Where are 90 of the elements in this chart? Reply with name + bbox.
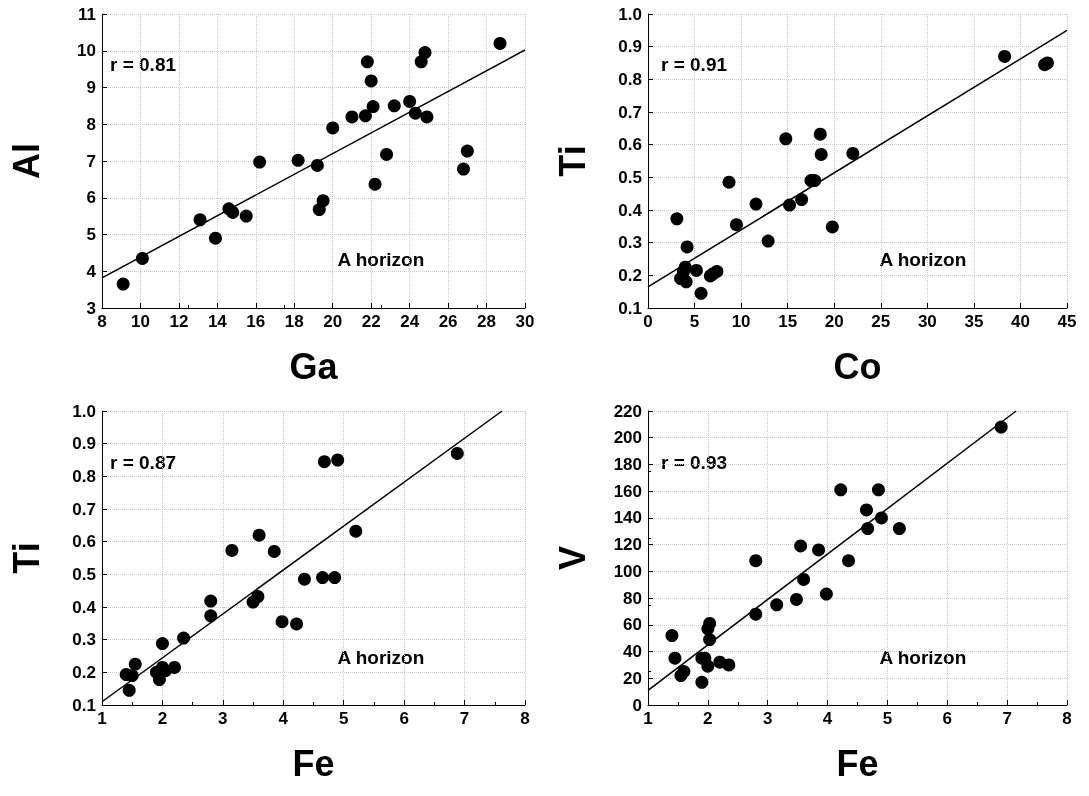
y-tick-label: 1.0 bbox=[618, 4, 642, 24]
y-tick-label: 0.5 bbox=[72, 564, 96, 584]
y-tick-label: 6 bbox=[86, 188, 96, 208]
y-tick-label: 220 bbox=[613, 401, 642, 421]
y-tick-label: 7 bbox=[86, 151, 96, 171]
x-tick-label: 25 bbox=[871, 312, 891, 331]
y-tick-label: 0 bbox=[632, 695, 642, 715]
y-axis-title: V bbox=[551, 545, 593, 571]
x-tick-label: 7 bbox=[459, 709, 470, 728]
y-tick-label: 0.8 bbox=[72, 466, 96, 486]
x-tick-label: 15 bbox=[778, 312, 798, 331]
x-tick-label: 26 bbox=[438, 312, 458, 331]
x-tick-label: 35 bbox=[964, 312, 984, 331]
y-axis-title: Al bbox=[5, 143, 47, 179]
y-tick-label: 0.7 bbox=[72, 499, 96, 519]
x-tick-label: 3 bbox=[762, 709, 773, 728]
y-tick-label: 0.3 bbox=[618, 233, 642, 253]
x-tick-label: 7 bbox=[1002, 709, 1012, 728]
y-tick-label: 1.0 bbox=[72, 401, 96, 421]
annotation: r = 0.91 bbox=[661, 54, 728, 75]
x-tick-label: 20 bbox=[824, 312, 844, 331]
x-tick-label: 5 bbox=[338, 709, 349, 728]
y-tick-label: 0.4 bbox=[618, 200, 643, 220]
y-tick-label: 0.9 bbox=[72, 434, 96, 454]
x-tick-label: 45 bbox=[1057, 312, 1077, 331]
x-tick-label: 2 bbox=[157, 709, 168, 728]
x-tick-label: 40 bbox=[1010, 312, 1030, 331]
y-tick-label: 140 bbox=[613, 508, 642, 528]
y-tick-label: 3 bbox=[86, 298, 96, 318]
y-tick-label: 0.5 bbox=[618, 167, 642, 187]
annotation: A horizon bbox=[879, 249, 967, 270]
y-tick-label: 0.1 bbox=[72, 695, 96, 715]
x-tick-label: 24 bbox=[400, 312, 420, 331]
y-tick-label: 0.2 bbox=[72, 662, 96, 682]
x-tick-label: 5 bbox=[689, 312, 700, 331]
x-axis-title: Fe bbox=[292, 742, 335, 784]
x-tick-label: 30 bbox=[917, 312, 937, 331]
x-tick-label: 6 bbox=[399, 709, 409, 728]
x-tick-label: 18 bbox=[284, 312, 304, 331]
y-tick-label: 0.6 bbox=[618, 135, 642, 155]
x-tick-label: 2 bbox=[703, 709, 713, 728]
y-tick-label: 0.8 bbox=[618, 69, 642, 89]
annotation: r = 0.81 bbox=[110, 54, 177, 75]
y-tick-label: 10 bbox=[77, 41, 96, 61]
x-tick-label: 8 bbox=[1062, 709, 1072, 728]
y-tick-label: 160 bbox=[613, 481, 642, 501]
y-tick-label: 11 bbox=[78, 4, 96, 24]
y-tick-label: 20 bbox=[623, 668, 642, 688]
y-axis-title: Ti bbox=[551, 145, 593, 177]
y-tick-label: 40 bbox=[623, 642, 642, 662]
annotation: r = 0.87 bbox=[110, 452, 177, 473]
y-tick-label: 0.9 bbox=[618, 37, 642, 57]
y-tick-label: 60 bbox=[623, 615, 642, 635]
y-tick-label: 0.7 bbox=[618, 102, 642, 122]
y-tick-label: 0.4 bbox=[72, 597, 97, 617]
y-tick-label: 80 bbox=[623, 588, 642, 608]
y-tick-label: 8 bbox=[86, 114, 96, 134]
y-tick-label: 0.1 bbox=[618, 298, 642, 318]
x-tick-label: 30 bbox=[515, 312, 535, 331]
x-tick-label: 14 bbox=[207, 312, 228, 331]
x-tick-label: 20 bbox=[323, 312, 343, 331]
x-tick-label: 16 bbox=[246, 312, 266, 331]
y-tick-label: 0.3 bbox=[72, 630, 96, 650]
y-tick-label: 0.6 bbox=[72, 532, 96, 552]
x-tick-label: 12 bbox=[169, 312, 189, 331]
x-axis-title: Fe bbox=[836, 742, 879, 784]
y-axis-title: Ti bbox=[5, 542, 47, 574]
x-tick-label: 8 bbox=[520, 709, 530, 728]
x-tick-label: 4 bbox=[822, 709, 833, 728]
x-axis-title: Ga bbox=[289, 345, 339, 387]
x-tick-label: 22 bbox=[361, 312, 381, 331]
x-tick-label: 1 bbox=[97, 709, 107, 728]
x-tick-label: 10 bbox=[731, 312, 751, 331]
x-axis-title: Co bbox=[833, 345, 882, 387]
y-tick-label: 120 bbox=[613, 535, 642, 555]
annotation: A horizon bbox=[337, 249, 425, 270]
x-tick-label: 3 bbox=[218, 709, 228, 728]
y-tick-label: 180 bbox=[613, 454, 642, 474]
y-tick-label: 5 bbox=[86, 225, 96, 244]
x-tick-label: 28 bbox=[477, 312, 497, 331]
y-tick-label: 9 bbox=[86, 78, 96, 97]
x-tick-label: 1 bbox=[643, 709, 653, 728]
y-tick-label: 200 bbox=[613, 428, 642, 448]
x-tick-label: 4 bbox=[278, 709, 289, 728]
x-tick-label: 10 bbox=[130, 312, 150, 331]
y-tick-label: 100 bbox=[613, 561, 642, 581]
y-tick-label: 4 bbox=[86, 261, 97, 281]
y-tick-label: 0.2 bbox=[618, 265, 642, 285]
x-tick-label: 6 bbox=[942, 709, 953, 728]
x-tick-label: 5 bbox=[882, 709, 893, 728]
